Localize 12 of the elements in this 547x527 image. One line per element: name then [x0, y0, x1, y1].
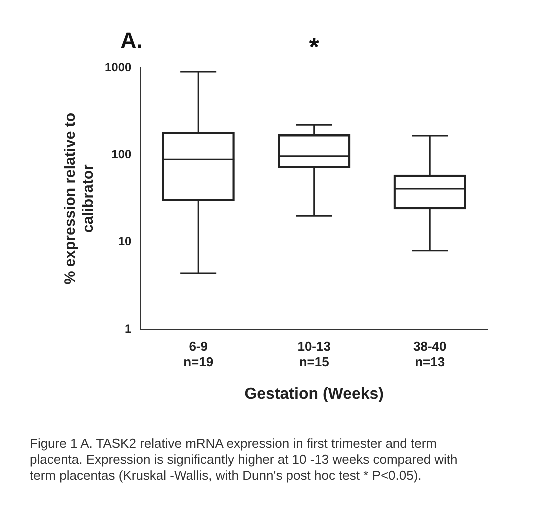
x-tick-label: 38-40 n=13 [413, 338, 447, 370]
x-tick-label: 10-13 n=15 [298, 338, 331, 370]
y-tick-label: 100 [112, 148, 132, 162]
y-axis-title: % expression relative to calibrator [62, 112, 98, 285]
x-tick-label: 6-9 n=19 [184, 338, 214, 370]
y-tick-label: 1000 [104, 60, 132, 74]
y-tick-label: 10 [118, 234, 132, 249]
y-tick-label: 1 [125, 322, 132, 336]
x-axis-title: Gestation (Weeks) [244, 386, 384, 403]
caption: Figure 1 A. TASK2 relative mRNA expression in first trimester and term placenta. Expression is significantly higher at 10 -13 weeks compared with term placentas (Kruskal -Wallis, with Dunn's post hoc test * P<0.05). [30, 436, 459, 484]
text: * [309, 32, 320, 62]
chart-title: A. [120, 28, 143, 53]
